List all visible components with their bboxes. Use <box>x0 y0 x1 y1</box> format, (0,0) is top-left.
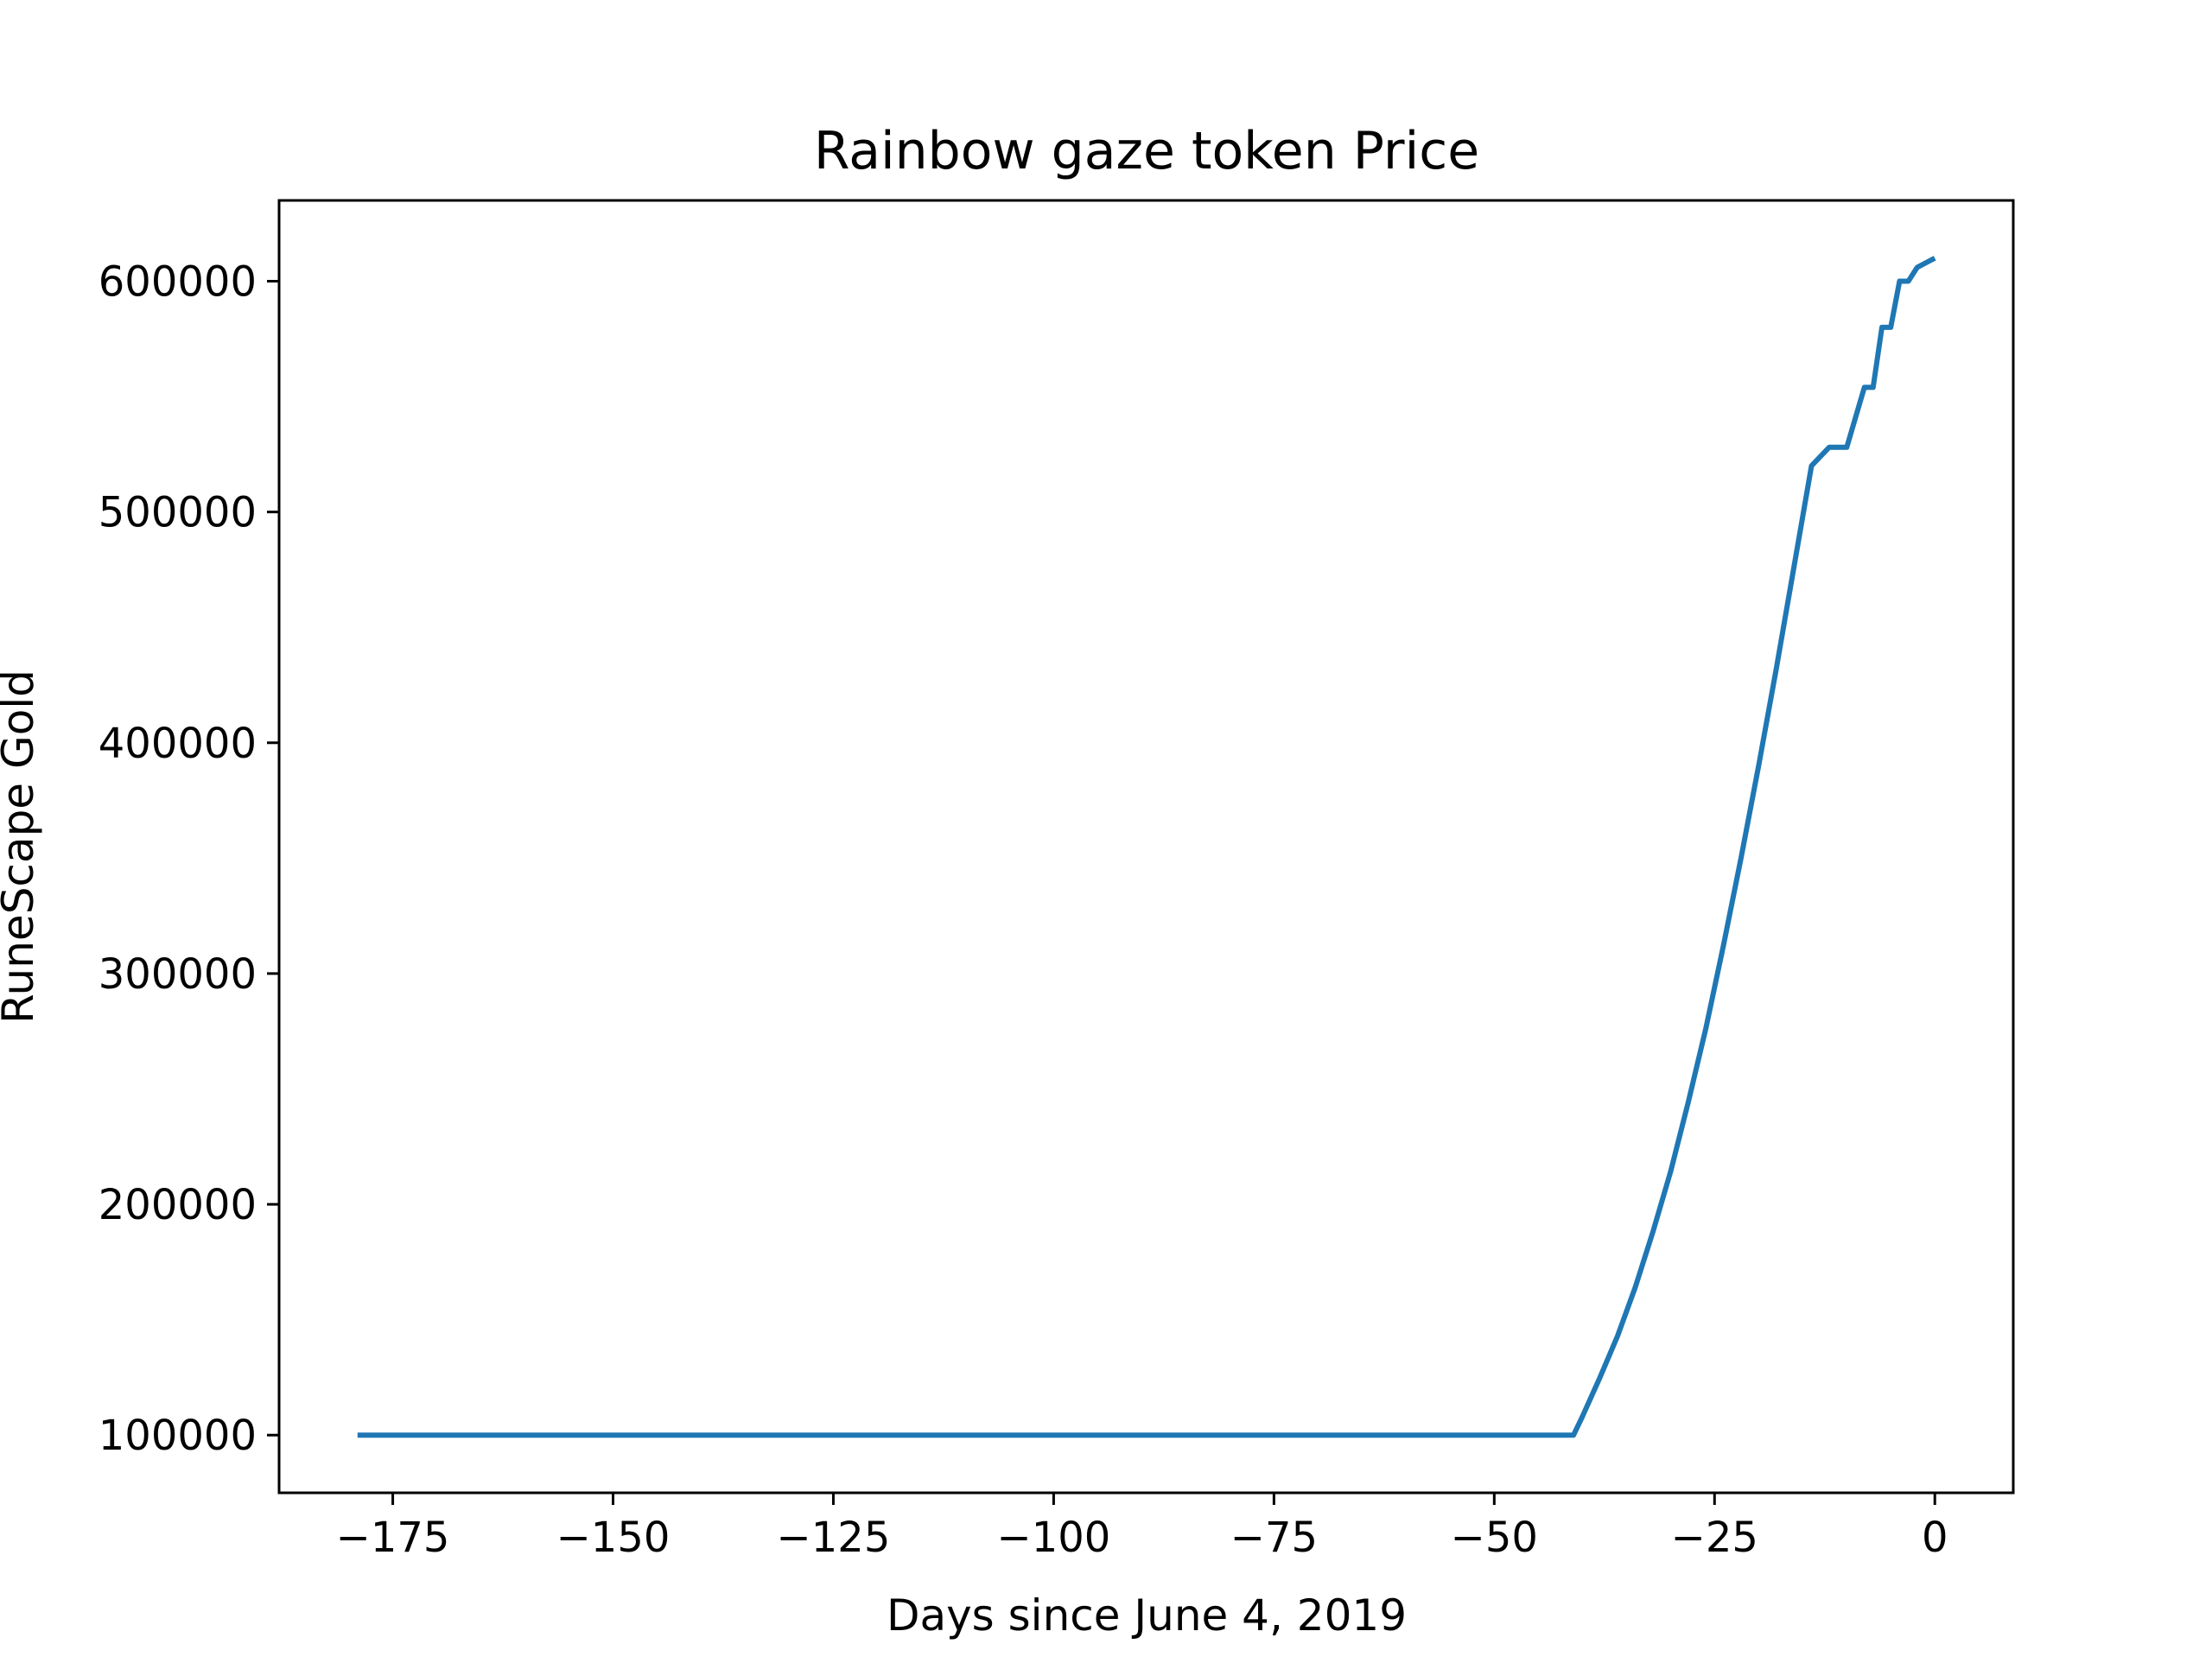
y-tick-label: 300000 <box>99 950 257 999</box>
y-tick-label: 100000 <box>99 1412 257 1460</box>
y-tick-label: 600000 <box>99 258 257 307</box>
plot-area <box>357 256 1936 1438</box>
series-line-0 <box>357 256 1936 1438</box>
x-tick-label: −25 <box>1671 1514 1758 1562</box>
x-tick-label: −125 <box>777 1514 891 1562</box>
plot-frame <box>277 199 2015 1495</box>
y-tick-label: 200000 <box>99 1181 257 1229</box>
x-tick-label: −50 <box>1451 1514 1538 1562</box>
x-axis: −175 −150 −125 −100 −75 −50 −25 0 <box>336 1493 1948 1562</box>
x-tick-label: 0 <box>1922 1514 1948 1562</box>
y-tick-label: 500000 <box>99 489 257 537</box>
x-axis-label: Days since June 4, 2019 <box>887 1590 1407 1641</box>
y-tick-label: 400000 <box>99 720 257 768</box>
y-axis-label: RuneScape Gold <box>0 670 43 1024</box>
x-tick-label: −150 <box>556 1514 671 1562</box>
x-tick-label: −175 <box>336 1514 450 1562</box>
x-tick-label: −100 <box>996 1514 1110 1562</box>
x-tick-label: −75 <box>1230 1514 1318 1562</box>
y-axis: 100000 200000 300000 400000 500000 600000 <box>99 258 279 1460</box>
chart-title: Rainbow gaze token Price <box>814 121 1479 181</box>
